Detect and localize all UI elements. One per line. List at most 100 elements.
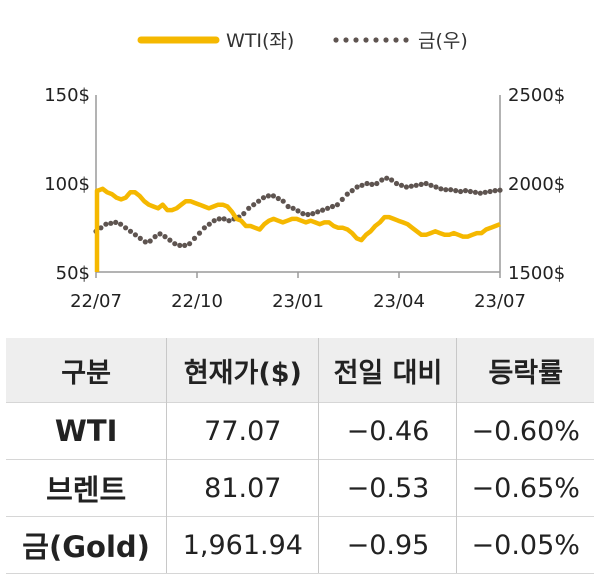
gold-point [221,216,227,222]
row-price: 81.07 [166,459,319,517]
y-left-tick-label: 100$ [44,174,90,195]
gold-point [201,225,207,231]
gold-point [226,218,232,224]
row-price: 1,961.94 [166,516,319,574]
gold-point [172,241,178,247]
gold-point [241,211,247,217]
gold-point [315,209,321,215]
gold-point [418,181,424,187]
row-change: −0.53 [318,459,457,517]
row-rate: −0.60% [456,402,594,460]
gold-point [325,205,331,211]
gold-point [320,207,326,213]
gold-point [438,186,444,192]
legend-label-gold: 금(우) [418,30,468,52]
row-change: −0.95 [318,516,457,574]
gold-point [275,195,281,202]
gold-point [389,177,395,183]
gold-point [349,188,355,194]
gold-point [462,188,469,194]
wti-series-line [94,186,501,272]
gold-point [137,235,143,241]
gold-point [162,234,168,240]
y-right-tick-label: 2500$ [508,85,565,106]
gold-point [123,225,129,231]
gold-point [216,216,222,222]
gold-point [339,196,345,202]
gold-point [206,221,212,227]
gold-point [211,218,217,224]
table-row: WTI 77.07 −0.46 −0.60% [6,402,594,460]
gold-point [182,242,188,248]
legend-dot [343,37,349,43]
gold-point [472,189,478,195]
gold-point [305,211,311,218]
table-row: 브렌트 81.07 −0.53 −0.65% [6,459,594,517]
gold-point [482,189,488,195]
row-name: WTI [6,402,167,460]
gold-point [187,241,193,247]
gold-point [113,219,119,225]
table-header-row: 구분 현재가($) 전일 대비 등락률 [6,338,594,403]
legend-dot [363,37,369,43]
gold-point [177,242,183,248]
row-rate: −0.65% [456,459,594,517]
gold-point [428,182,434,188]
row-change: −0.46 [318,402,457,460]
row-name: 브렌트 [6,459,167,517]
gold-point [364,180,370,187]
x-tick-label: 22/10 [171,291,223,312]
gold-point [295,208,301,214]
gold-point [191,235,198,241]
y-left-tick-label: 50$ [56,263,90,284]
x-tick-label: 22/07 [70,291,122,312]
gold-point [251,202,257,208]
gold-point [334,202,340,208]
commodity-quote-table: 구분 현재가($) 전일 대비 등락률 WTI 77.07 −0.46 −0.6… [6,338,594,574]
gold-point [344,191,350,197]
gold-point [477,190,483,196]
legend-dot [373,37,379,43]
gold-point [448,187,454,193]
x-tick-label: 23/07 [474,291,526,312]
table-row: 금(Gold) 1,961.94 −0.95 −0.05% [6,516,594,574]
gold-point [147,238,153,244]
gold-point [433,184,439,190]
header-category: 구분 [6,338,167,403]
x-tick-label: 23/01 [272,291,324,312]
gold-point [359,182,365,188]
header-change: 전일 대비 [318,338,457,403]
gold-point [290,205,296,211]
row-rate: −0.05% [456,516,594,574]
gold-point [393,180,400,187]
gold-point [354,184,360,190]
gold-point [398,182,405,188]
gold-point [369,181,375,187]
gold-point [142,239,148,245]
x-tick-label: 23/04 [373,291,425,312]
header-rate: 등락률 [456,338,594,403]
gold-point [458,188,464,195]
gold-point [492,188,498,194]
commodity-price-chart: WTI(좌) 금(우) 150$ 100$ 50$ 2500$ 2000$ 15… [44,30,565,312]
legend-label-wti: WTI(좌) [226,30,294,52]
gold-point [280,198,286,204]
gold-point [310,211,316,217]
gold-point [127,228,134,234]
gold-point [453,188,459,194]
legend-dot [403,37,409,43]
gold-point [246,205,252,211]
gold-point [384,175,390,181]
row-price: 77.07 [166,402,319,460]
gold-point [487,188,493,195]
y-right-tick-label: 2000$ [508,174,565,195]
gold-point [379,177,385,183]
y-right-tick-label: 1500$ [508,263,565,284]
gold-point [374,180,380,187]
gold-point [270,193,276,199]
gold-series [93,175,503,248]
gold-point [256,198,262,204]
gold-point [300,211,306,217]
gold-point [403,184,409,190]
gold-point [196,230,203,236]
